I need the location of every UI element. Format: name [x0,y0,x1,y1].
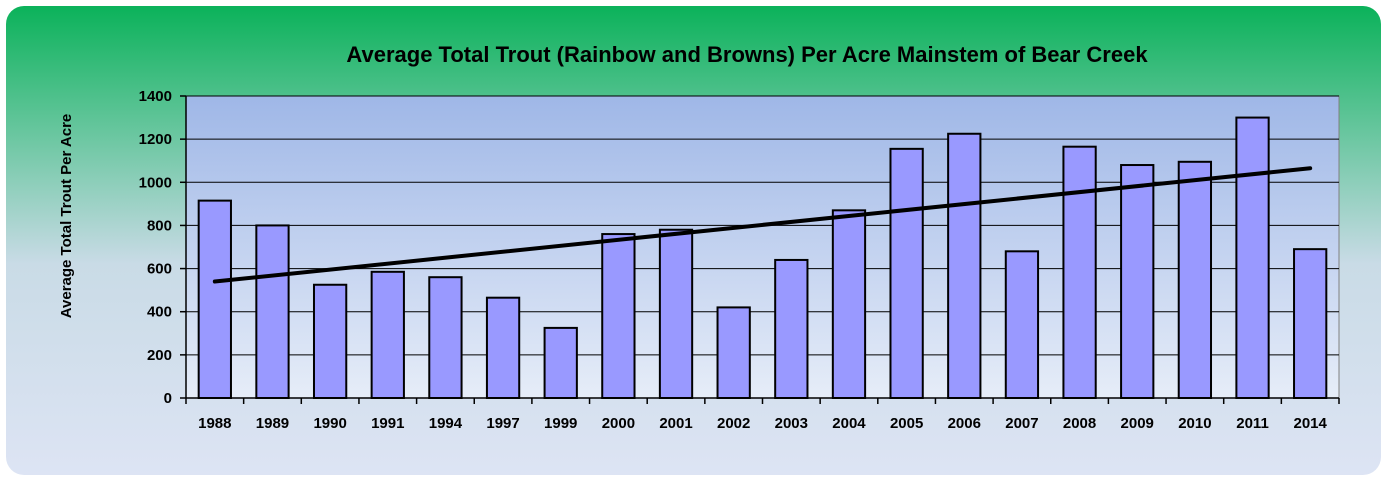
bar-2003 [774,258,809,400]
bar-1997 [485,296,521,400]
plot-area [185,95,1340,399]
x-tick-label: 1990 [313,415,346,432]
x-tick-label: 2008 [1063,415,1096,432]
x-tick-label: 2011 [1236,415,1269,432]
y-tick-label: 800 [147,217,172,234]
x-tick-label: 1994 [429,415,463,432]
chart-title: Average Total Trout (Rainbow and Browns)… [346,42,1148,67]
x-tick-label: 2000 [602,415,635,432]
x-tick-label: 2009 [1121,415,1154,432]
bars [197,116,1328,400]
bar-2010 [1177,160,1213,399]
axes [180,95,1340,404]
bar-2008 [1062,145,1097,399]
bar-1994 [428,276,463,400]
trend-line [212,166,1313,284]
bar-1989 [255,224,290,399]
x-tick-label: 1997 [486,415,519,432]
y-axis-label: Average Total Trout Per Acre [58,114,75,319]
y-tick-label: 1000 [139,174,172,191]
trend-layer [212,166,1313,284]
bar-2006 [947,132,982,399]
y-tick-label: 1200 [139,131,172,148]
bar-1990 [312,283,348,399]
y-tick-label: 600 [147,261,172,278]
x-tick-label: 2006 [948,415,981,432]
bar-2002 [716,306,751,399]
y-tick-label: 1400 [139,88,172,105]
y-tick-labels: 0 200 400 600 800 1000 1200 1400 [139,88,172,407]
bar-2000 [601,233,636,399]
x-tick-label: 2003 [775,415,808,432]
x-tick-label: 2014 [1293,415,1327,432]
bar-2007 [1004,250,1040,399]
x-tick-label: 2004 [832,415,866,432]
x-tick-label: 1988 [198,415,231,432]
bar-2011 [1235,116,1270,399]
x-tick-labels: 1988 1989 1990 1991 1994 1997 1999 2000 2001 2002… [198,415,1327,432]
x-tick-label: 2001 [659,415,692,432]
x-tick-label: 2010 [1178,415,1211,432]
bar-2005 [889,147,924,399]
bar-2014 [1293,248,1328,399]
x-tick-label: 2002 [717,415,750,432]
bar-2001 [658,228,694,399]
bar-1999 [543,326,578,399]
bar-2004 [831,209,867,399]
x-tick-label: 1989 [256,415,289,432]
bar-1988 [197,199,232,399]
x-tick-label: 1999 [544,415,577,432]
y-tick-label: 0 [164,390,172,407]
bar-2009 [1120,164,1155,399]
x-tick-label: 1991 [371,415,404,432]
x-tick-label: 2005 [890,415,923,432]
x-tick-label: 2007 [1005,415,1038,432]
y-tick-label: 400 [147,304,172,321]
y-tick-label: 200 [147,347,172,364]
bar-1991 [370,270,405,399]
